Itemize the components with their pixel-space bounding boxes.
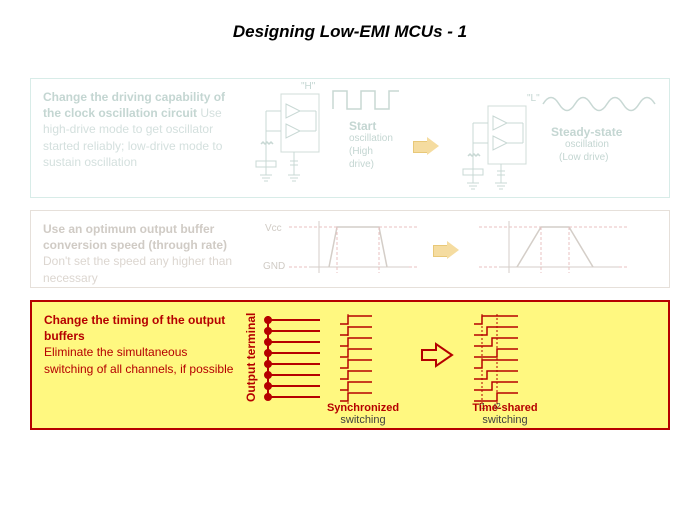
panel-clock-drive: Change the driving capability of the clo… — [30, 78, 670, 198]
timeshared-caption-bold: Time-shared — [472, 402, 537, 414]
gnd-label-1: GND — [263, 261, 285, 272]
panel2-sub: Don't set the speed any higher than nece… — [43, 254, 232, 284]
panel1-heading: Change the driving capability of the clo… — [43, 90, 225, 120]
panel2-diagram: Vcc GND — [241, 211, 669, 287]
schematic-right — [453, 101, 533, 195]
arrow-icon — [433, 241, 459, 259]
start-sub1: oscillation — [349, 133, 393, 144]
synchronized-diagram — [260, 310, 410, 404]
panel3-heading: Change the timing of the output buffers — [44, 313, 225, 343]
start-sub3: drive) — [349, 159, 374, 170]
square-wave — [331, 87, 401, 113]
start-label: Start — [349, 119, 376, 133]
page-title: Designing Low-EMI MCUs - 1 — [0, 0, 700, 42]
panel3-diagram: Output terminal — [242, 302, 668, 428]
arrow-outline-icon — [420, 342, 454, 368]
panels-container: Change the driving capability of the clo… — [30, 78, 670, 442]
output-terminal-label: Output terminal — [244, 313, 258, 402]
panel1-diagram: "H" — [241, 79, 669, 197]
panel-output-timing: Change the timing of the output buffers … — [30, 300, 670, 430]
timeshared-diagram: t1 t2 — [468, 310, 588, 410]
arrow-icon — [413, 137, 439, 155]
panel1-text: Change the driving capability of the clo… — [31, 79, 241, 197]
timeshared-caption-sub: switching — [482, 414, 527, 426]
panel2-heading: Use an optimum output buffer conversion … — [43, 222, 227, 252]
start-sub2: (High — [349, 146, 373, 157]
sine-wave — [541, 89, 661, 119]
steady-sub2: (Low drive) — [559, 152, 608, 163]
panel3-text: Change the timing of the output buffers … — [32, 302, 242, 428]
schematic-left — [246, 89, 326, 189]
slow-trapezoid — [479, 217, 629, 279]
timeshared-caption: Time-shared switching — [450, 402, 560, 426]
sync-caption-bold: Synchronized — [327, 402, 399, 414]
sync-caption-sub: switching — [340, 414, 385, 426]
vcc-label-1: Vcc — [265, 223, 282, 234]
panel-slew-rate: Use an optimum output buffer conversion … — [30, 210, 670, 288]
steady-sub1: oscillation — [565, 139, 609, 150]
panel3-sub: Eliminate the simultaneous switching of … — [44, 345, 233, 375]
steady-label: Steady-state — [551, 125, 622, 139]
panel2-text: Use an optimum output buffer conversion … — [31, 211, 241, 287]
sync-caption: Synchronized switching — [308, 402, 418, 426]
fast-trapezoid — [289, 217, 419, 279]
